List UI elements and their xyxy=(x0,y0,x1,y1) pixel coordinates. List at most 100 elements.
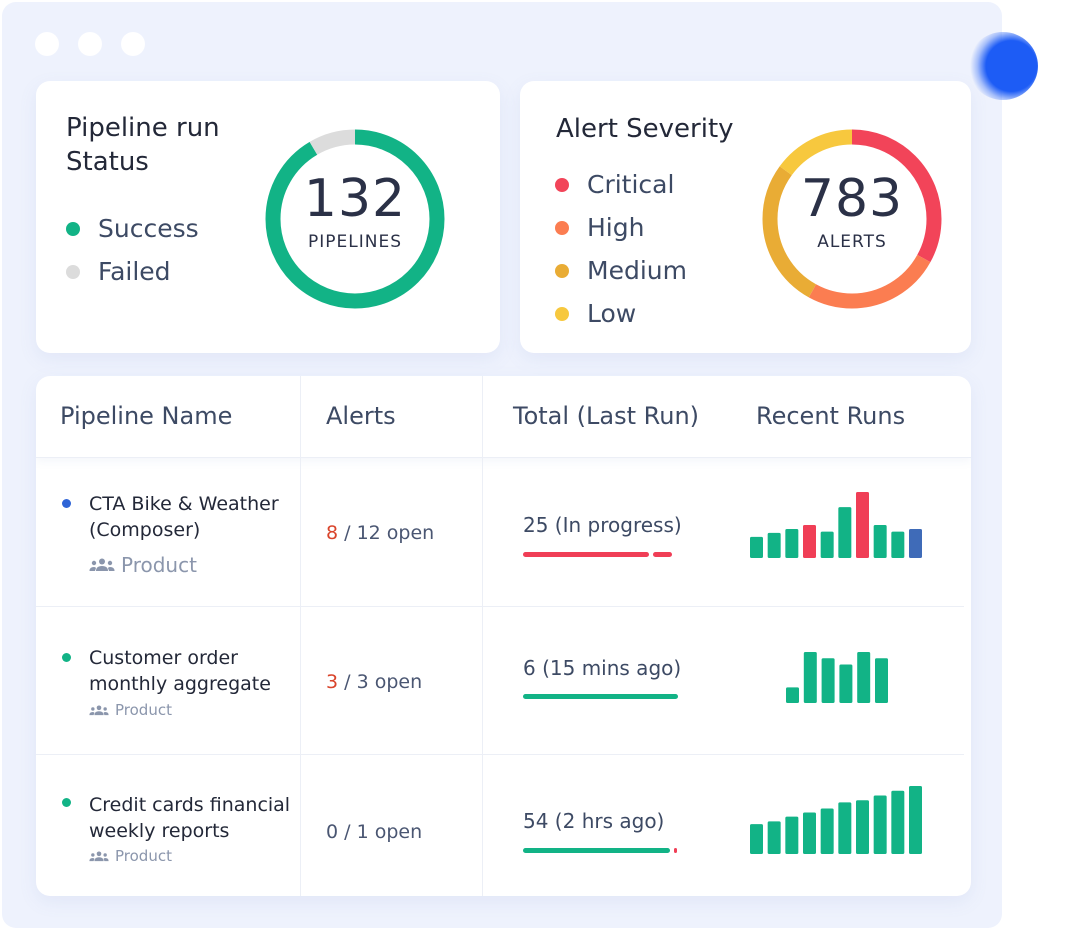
recent-run-bar[interactable] xyxy=(857,652,871,703)
team-icon xyxy=(89,705,109,715)
header-alerts[interactable]: Alerts xyxy=(326,402,396,430)
alert-severity-donut-chart xyxy=(762,129,942,309)
window-dot-3[interactable] xyxy=(121,32,145,56)
alerts-open-count: 3 xyxy=(326,671,339,693)
pipeline-status-donut-chart xyxy=(265,129,445,309)
donut-segment-low xyxy=(762,129,942,309)
team-label: Product xyxy=(121,553,197,577)
pipeline-status-title-line1: Pipeline run xyxy=(66,113,220,143)
column-divider xyxy=(482,376,483,896)
pipeline-total-value: 132 xyxy=(303,169,407,229)
accent-glow xyxy=(968,32,1038,100)
recent-run-bar[interactable] xyxy=(856,800,869,854)
last-run-progress-bar xyxy=(523,848,677,853)
pipeline-name[interactable]: Credit cards financial weekly reports xyxy=(89,792,290,844)
pipeline-name[interactable]: CTA Bike & Weather (Composer) xyxy=(89,491,279,543)
alert-severity-legend: Critical High Medium Low xyxy=(555,163,687,335)
recent-run-bar[interactable] xyxy=(803,525,816,558)
recent-run-bar[interactable] xyxy=(891,790,905,854)
recent-run-bar[interactable] xyxy=(891,531,905,558)
header-pipeline-name[interactable]: Pipeline Name xyxy=(60,402,233,430)
recent-run-bar[interactable] xyxy=(767,532,781,558)
alerts-total-count: / 12 open xyxy=(338,522,435,544)
recent-run-bar[interactable] xyxy=(909,786,922,854)
pipeline-name-line2: (Composer) xyxy=(89,519,201,541)
pipeline-name-line2: monthly aggregate xyxy=(89,673,271,695)
team-tag: Product xyxy=(89,701,172,719)
recent-run-bar[interactable] xyxy=(909,528,922,558)
last-run-total: 54 (2 hrs ago) xyxy=(523,809,665,833)
pipelines-table: Pipeline Name Alerts Total (Last Run) Re… xyxy=(36,376,971,896)
donut-segment-medium xyxy=(762,129,942,309)
pipeline-name[interactable]: Customer order monthly aggregate xyxy=(89,645,271,697)
recent-run-bar[interactable] xyxy=(803,652,817,703)
pipeline-name-line2: weekly reports xyxy=(89,820,230,842)
status-dot xyxy=(62,653,71,662)
recent-run-bar[interactable] xyxy=(785,816,799,854)
header-total-last-run[interactable]: Total (Last Run) xyxy=(513,402,700,430)
pipeline-total-unit: PIPELINES xyxy=(308,232,402,252)
window-dot-2[interactable] xyxy=(78,32,102,56)
alerts-count[interactable]: 8 / 12 open xyxy=(326,522,434,544)
low-legend-dot xyxy=(555,306,569,321)
recent-run-bar[interactable] xyxy=(839,664,853,703)
team-label: Product xyxy=(115,701,172,719)
donut-segment-high xyxy=(762,129,942,309)
header-recent-runs[interactable]: Recent Runs xyxy=(756,402,906,430)
team-label: Product xyxy=(115,847,172,865)
pipeline-status-donut-center: 132 PIPELINES xyxy=(265,129,445,309)
recent-run-bar[interactable] xyxy=(820,531,834,558)
recent-run-bar[interactable] xyxy=(750,824,763,854)
alerts-count[interactable]: 3 / 3 open xyxy=(326,671,422,693)
donut-segment-failed xyxy=(265,129,445,309)
status-dot xyxy=(62,499,71,508)
success-legend-dot xyxy=(66,221,80,236)
recent-run-bar[interactable] xyxy=(838,507,852,558)
recent-run-bar[interactable] xyxy=(821,658,835,703)
pipeline-status-title-line2: Status xyxy=(66,147,149,177)
low-legend-label: Low xyxy=(587,299,637,328)
legend-item-high: High xyxy=(555,206,687,249)
last-run-total: 25 (In progress) xyxy=(523,513,682,537)
alert-severity-donut-center: 783 ALERTS xyxy=(762,129,942,309)
pipeline-name-line1: CTA Bike & Weather xyxy=(89,493,279,515)
legend-item-medium: Medium xyxy=(555,249,687,292)
recent-runs-chart xyxy=(750,492,922,558)
recent-run-bar[interactable] xyxy=(803,812,816,854)
recent-runs-chart xyxy=(786,652,888,703)
team-icon xyxy=(89,851,109,861)
recent-run-bar[interactable] xyxy=(873,525,887,558)
column-divider xyxy=(300,376,301,896)
recent-run-bar[interactable] xyxy=(785,528,799,558)
progress-segment xyxy=(652,552,672,557)
window-dot-1[interactable] xyxy=(35,32,59,56)
progress-segment xyxy=(523,552,649,557)
failed-legend-label: Failed xyxy=(98,257,171,286)
last-run-total: 6 (15 mins ago) xyxy=(523,656,682,680)
team-icon xyxy=(89,558,115,571)
medium-legend-label: Medium xyxy=(587,256,687,285)
recent-run-bar[interactable] xyxy=(820,808,834,854)
recent-run-bar[interactable] xyxy=(767,821,781,854)
legend-item-low: Low xyxy=(555,292,687,335)
progress-segment xyxy=(523,848,670,853)
recent-run-bar[interactable] xyxy=(786,687,799,703)
pipeline-status-legend: Success Failed xyxy=(66,207,199,293)
medium-legend-dot xyxy=(555,263,569,278)
pipeline-status-donut: 132 PIPELINES xyxy=(265,129,445,309)
last-run-progress-bar xyxy=(523,694,678,699)
alerts-count[interactable]: 0 / 1 open xyxy=(326,821,422,843)
last-run-progress-bar xyxy=(523,552,673,557)
recent-run-bar[interactable] xyxy=(750,536,763,558)
recent-run-bar[interactable] xyxy=(856,492,869,558)
recent-run-bar[interactable] xyxy=(838,802,852,854)
high-legend-dot xyxy=(555,220,569,235)
legend-item-critical: Critical xyxy=(555,163,687,206)
recent-run-bar[interactable] xyxy=(875,658,888,703)
recent-run-bar[interactable] xyxy=(873,795,887,854)
alerts-total-count: / 1 open xyxy=(338,821,423,843)
critical-legend-label: Critical xyxy=(587,170,675,199)
row-divider xyxy=(36,606,964,607)
pipeline-name-line1: Customer order xyxy=(89,647,238,669)
alerts-open-count: 8 xyxy=(326,522,339,544)
